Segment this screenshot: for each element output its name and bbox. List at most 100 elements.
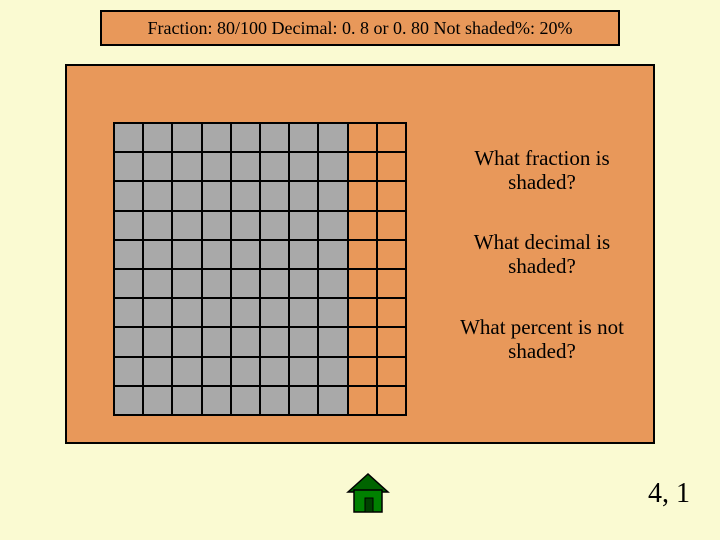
grid-cell xyxy=(348,298,377,327)
grid-cell xyxy=(348,181,377,210)
grid-cell xyxy=(260,181,289,210)
grid-cell xyxy=(260,211,289,240)
grid-cell xyxy=(260,357,289,386)
grid-cell xyxy=(260,386,289,415)
grid-cell xyxy=(231,211,260,240)
grid-cell xyxy=(143,152,172,181)
grid-cell xyxy=(114,211,143,240)
grid-cell xyxy=(202,327,231,356)
grid-cell xyxy=(202,152,231,181)
grid-cell xyxy=(348,152,377,181)
grid-cell xyxy=(318,211,347,240)
grid-cell xyxy=(114,327,143,356)
grid-cell xyxy=(143,269,172,298)
grid-cell xyxy=(114,181,143,210)
grid-cell xyxy=(114,152,143,181)
grid-cell xyxy=(377,298,406,327)
grid-cell xyxy=(289,211,318,240)
grid-cell xyxy=(202,123,231,152)
grid-cell xyxy=(231,357,260,386)
grid-cell xyxy=(348,386,377,415)
grid-cell xyxy=(172,240,201,269)
grid-cell xyxy=(260,327,289,356)
main-panel: What fraction is shaded? What decimal is… xyxy=(65,64,655,444)
grid-cell xyxy=(231,123,260,152)
grid-cell xyxy=(318,327,347,356)
answer-header: Fraction: 80/100 Decimal: 0. 8 or 0. 80 … xyxy=(100,10,620,46)
grid-cell xyxy=(114,269,143,298)
grid-cell xyxy=(318,181,347,210)
grid-cell xyxy=(202,211,231,240)
grid-cell xyxy=(143,240,172,269)
grid-cell xyxy=(143,386,172,415)
grid-cell xyxy=(172,211,201,240)
grid-cell xyxy=(172,386,201,415)
grid-cell xyxy=(172,269,201,298)
grid-cell xyxy=(231,386,260,415)
grid-cell xyxy=(172,123,201,152)
grid-cell xyxy=(231,269,260,298)
grid-cell xyxy=(202,269,231,298)
grid-cell xyxy=(318,269,347,298)
grid-cell xyxy=(348,240,377,269)
grid-cell xyxy=(114,123,143,152)
grid-cell xyxy=(202,240,231,269)
grid-cell xyxy=(377,386,406,415)
grid-cell xyxy=(377,327,406,356)
grid-cell xyxy=(289,181,318,210)
grid-cell xyxy=(143,123,172,152)
question-percent: What percent is not shaded? xyxy=(447,315,637,363)
grid-cell xyxy=(377,240,406,269)
grid-cell xyxy=(143,298,172,327)
grid-cell xyxy=(231,240,260,269)
grid-cell xyxy=(318,298,347,327)
slide-index-text: 4, 1 xyxy=(648,478,690,509)
grid-cell xyxy=(348,269,377,298)
grid-cell xyxy=(202,357,231,386)
grid-cell xyxy=(260,240,289,269)
grid-cell xyxy=(231,327,260,356)
grid-cell xyxy=(318,240,347,269)
grid-cell xyxy=(114,386,143,415)
question-decimal: What decimal is shaded? xyxy=(447,230,637,278)
grid-cell xyxy=(260,269,289,298)
grid-cell xyxy=(377,123,406,152)
grid-cell xyxy=(202,181,231,210)
grid-cell xyxy=(377,211,406,240)
grid-cell xyxy=(348,327,377,356)
grid-cell xyxy=(172,298,201,327)
grid-cell xyxy=(143,181,172,210)
grid-cell xyxy=(172,327,201,356)
grid-cell xyxy=(289,152,318,181)
grid-cell xyxy=(318,386,347,415)
grid-cell xyxy=(289,240,318,269)
grid-cell xyxy=(172,181,201,210)
grid-cell xyxy=(143,327,172,356)
grid-cell xyxy=(318,357,347,386)
home-button[interactable] xyxy=(344,468,392,516)
question-fraction: What fraction is shaded? xyxy=(447,146,637,194)
grid-cell xyxy=(260,123,289,152)
grid-cell xyxy=(114,240,143,269)
grid-cell xyxy=(231,298,260,327)
grid-cell xyxy=(377,269,406,298)
grid-cell xyxy=(202,386,231,415)
grid-cell xyxy=(348,357,377,386)
grid-cell xyxy=(289,386,318,415)
grid-cell xyxy=(260,298,289,327)
question-block: What fraction is shaded? What decimal is… xyxy=(447,146,637,363)
answer-text: Fraction: 80/100 Decimal: 0. 8 or 0. 80 … xyxy=(148,18,573,39)
grid-cell xyxy=(231,181,260,210)
grid-cell xyxy=(172,152,201,181)
grid-cell xyxy=(289,298,318,327)
grid-cell xyxy=(289,357,318,386)
grid-cell xyxy=(348,123,377,152)
grid-cell xyxy=(289,123,318,152)
grid-cell xyxy=(172,357,201,386)
grid-cell xyxy=(114,298,143,327)
grid-cell xyxy=(348,211,377,240)
grid-cell xyxy=(143,357,172,386)
grid-cell xyxy=(260,152,289,181)
grid-cell xyxy=(143,211,172,240)
hundred-grid xyxy=(113,122,407,416)
